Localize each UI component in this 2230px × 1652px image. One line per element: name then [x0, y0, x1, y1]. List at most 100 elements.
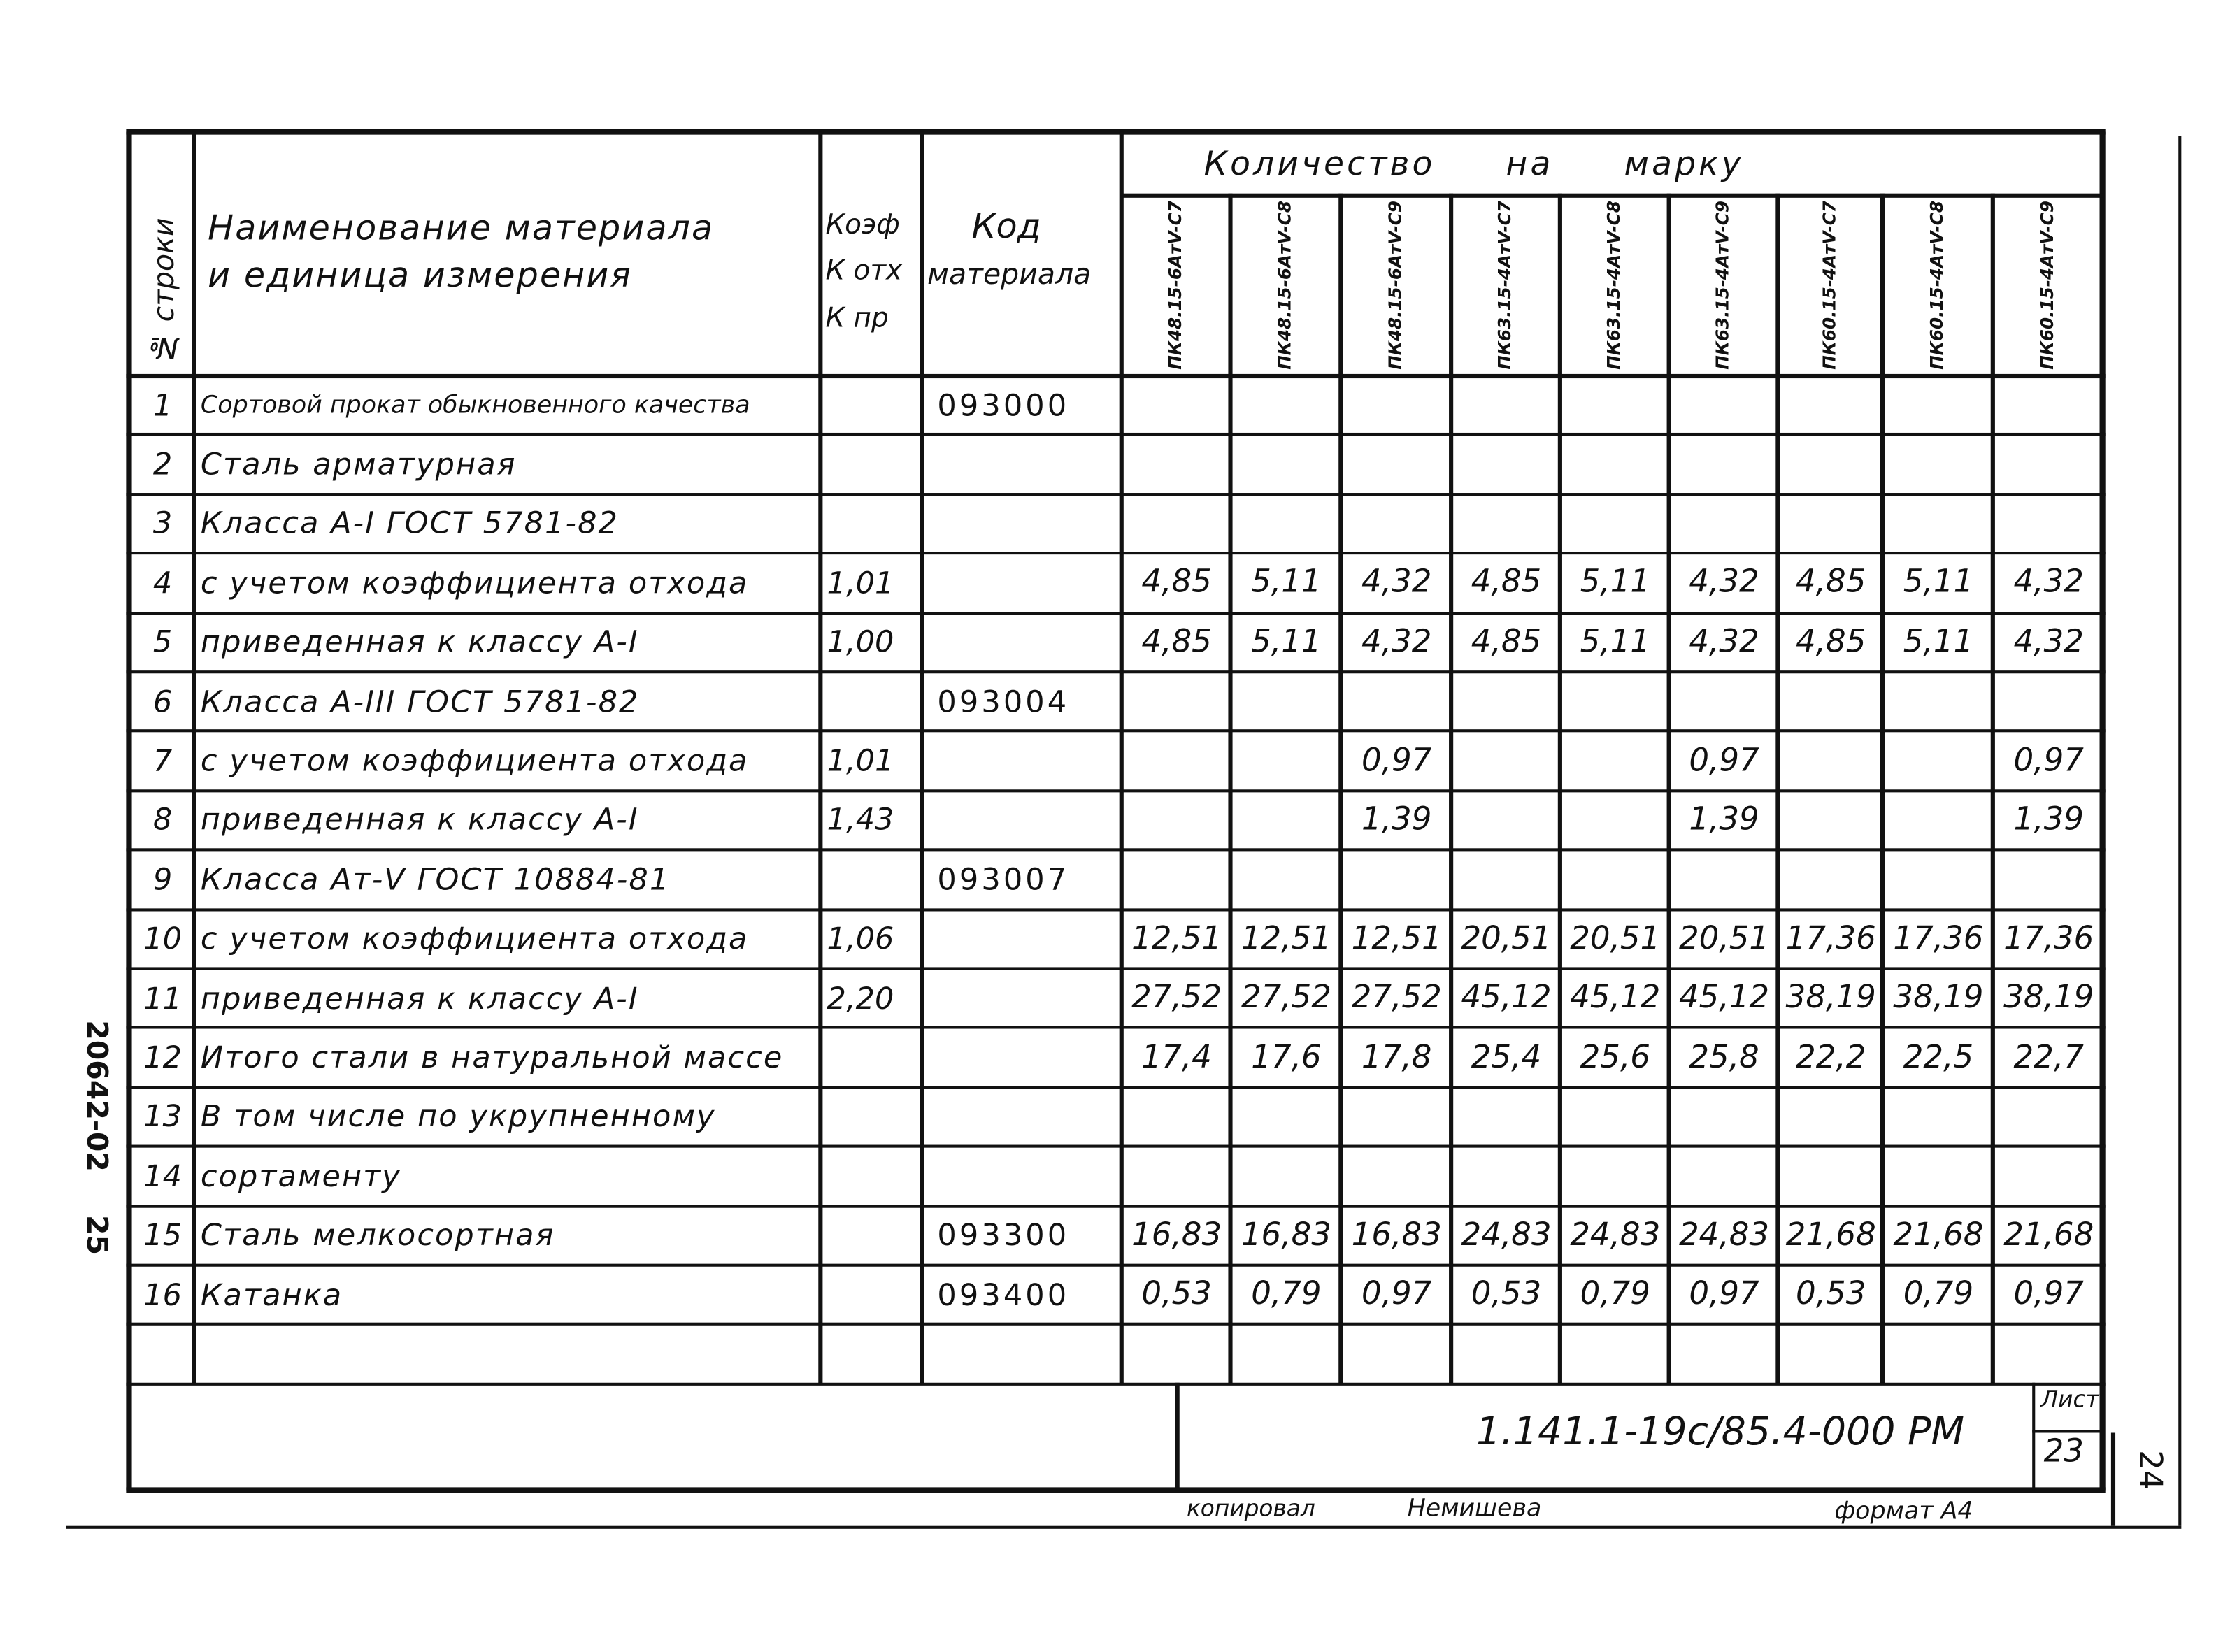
material-name: Итого стали в натуральной массе — [200, 1040, 784, 1075]
sheet-edge — [2110, 1432, 2116, 1526]
material-code: 093300 — [937, 1218, 1070, 1253]
quantity-value — [1237, 494, 1336, 554]
row-number: 10 — [143, 921, 182, 956]
quantity-value: 24,83 — [1461, 1217, 1552, 1254]
row-line — [126, 552, 2106, 555]
sheet-label: Лист — [2040, 1385, 2099, 1413]
row-number: 8 — [152, 803, 173, 838]
coefficient — [827, 1028, 917, 1087]
stamp-sheet-divider — [2032, 1382, 2036, 1491]
quantity-value: 16,83 — [1131, 1217, 1222, 1254]
quantity-value — [1999, 672, 2098, 731]
quantity-value: 20,51 — [1678, 921, 1770, 957]
material-name: приведенная к классу А-I — [200, 625, 639, 660]
column-line — [1557, 193, 1561, 1384]
column-line — [1338, 193, 1343, 1384]
quantity-value: 17,36 — [1785, 921, 1876, 957]
quantity-value: 21,68 — [1785, 1217, 1876, 1254]
material-code — [929, 1147, 1125, 1206]
quantity-value: 0,97 — [2013, 1277, 2084, 1313]
quantity-value — [1785, 850, 1878, 910]
quantity-value: 45,12 — [1678, 980, 1770, 1017]
quantity-value — [1348, 435, 1446, 494]
quantity-value — [1128, 1087, 1225, 1147]
quantity-value: 20,51 — [1570, 921, 1661, 957]
sheet-number: 23 — [2043, 1434, 2084, 1470]
material-name: с учетом коэффициента отхода — [200, 921, 749, 956]
material-code — [929, 1028, 1125, 1087]
row-number: 12 — [143, 1040, 182, 1075]
quantity-value: 38,19 — [1785, 980, 1876, 1017]
material-name: В том числе по укрупненному — [200, 1099, 716, 1135]
coefficient: 1,01 — [827, 566, 894, 601]
coefficient: 1,43 — [827, 803, 894, 838]
quantity-value — [1999, 435, 2098, 494]
quantity-value — [1128, 1147, 1225, 1206]
row-number: 3 — [152, 506, 173, 541]
mark-header: ПК63.15-4АтV-С8 — [1603, 201, 1624, 370]
quantity-value: 4,32 — [1361, 565, 1432, 601]
quantity-value: 4,85 — [1796, 624, 1866, 661]
material-name: приведенная к классу А-I — [200, 981, 639, 1016]
coefficient: 1,01 — [827, 743, 894, 779]
quantity-value — [1128, 791, 1225, 850]
coefficient — [827, 1265, 917, 1325]
material-name: с учетом коэффициента отхода — [200, 743, 749, 779]
quantity-value — [1889, 672, 1987, 731]
quantity-value — [1675, 672, 1773, 731]
quantity-value: 1,39 — [1689, 802, 1759, 838]
quantity-value — [1237, 791, 1336, 850]
coefficient — [827, 494, 917, 554]
quantity-value — [1348, 375, 1446, 435]
quantity-value — [1889, 1147, 1987, 1206]
material-name: Класса А-III ГОСТ 5781-82 — [200, 684, 640, 719]
quantity-value: 17,36 — [1893, 921, 1984, 957]
row-number: 7 — [152, 743, 173, 779]
quantity-value: 27,52 — [1131, 980, 1222, 1017]
format-label: формат А4 — [1834, 1497, 1973, 1526]
border-top — [126, 129, 2106, 135]
material-name: Класса А-I ГОСТ 5781-82 — [200, 506, 619, 541]
quantity-value — [1128, 375, 1225, 435]
row-number: 16 — [143, 1277, 182, 1312]
quantity-value: 4,32 — [1689, 565, 1759, 601]
coefficient — [827, 435, 917, 494]
quantity-value — [1566, 375, 1664, 435]
quantity-value — [1348, 850, 1446, 910]
name-header-line1: Наименование материала — [208, 208, 715, 248]
coef-header-line2: К отх — [825, 254, 903, 287]
row-line — [126, 1086, 2106, 1089]
quantity-value — [1889, 731, 1987, 791]
quantity-value — [1566, 672, 1664, 731]
quantity-value — [1999, 375, 2098, 435]
quantity-value: 0,97 — [1689, 742, 1759, 780]
quantity-value — [1237, 1147, 1336, 1206]
quantity-value — [1785, 1147, 1878, 1206]
quantity-value — [1785, 791, 1878, 850]
column-line — [1666, 193, 1671, 1384]
quantity-value: 16,83 — [1241, 1217, 1331, 1254]
coefficient: 2,20 — [827, 981, 894, 1016]
quantity-value — [1889, 850, 1987, 910]
code-header-line1: Код — [971, 206, 1041, 247]
stamp-divider — [1175, 1382, 1179, 1491]
quantity-value — [1566, 850, 1664, 910]
material-name: приведенная к классу А-I — [200, 803, 639, 838]
row-number: 4 — [152, 566, 173, 601]
row-number: 11 — [143, 981, 182, 1016]
quantity-value — [1566, 1147, 1664, 1206]
mark-header: ПК48.15-6АтV-С9 — [1385, 201, 1406, 370]
quantity-value: 22,2 — [1796, 1040, 1866, 1076]
quantity-value: 5,11 — [1903, 565, 1974, 601]
row-line — [126, 1382, 2106, 1386]
quantity-value: 0,97 — [2013, 742, 2084, 780]
quantity-value: 20,51 — [1461, 921, 1552, 957]
column-line — [1228, 193, 1232, 1384]
coefficient — [827, 375, 917, 435]
quantity-value — [1457, 1147, 1554, 1206]
row-line — [126, 433, 2106, 436]
material-code: 093000 — [937, 387, 1070, 422]
page-number: 24 — [2131, 1450, 2167, 1491]
column-line — [1990, 193, 1994, 1384]
quantity-value — [1348, 1087, 1446, 1147]
